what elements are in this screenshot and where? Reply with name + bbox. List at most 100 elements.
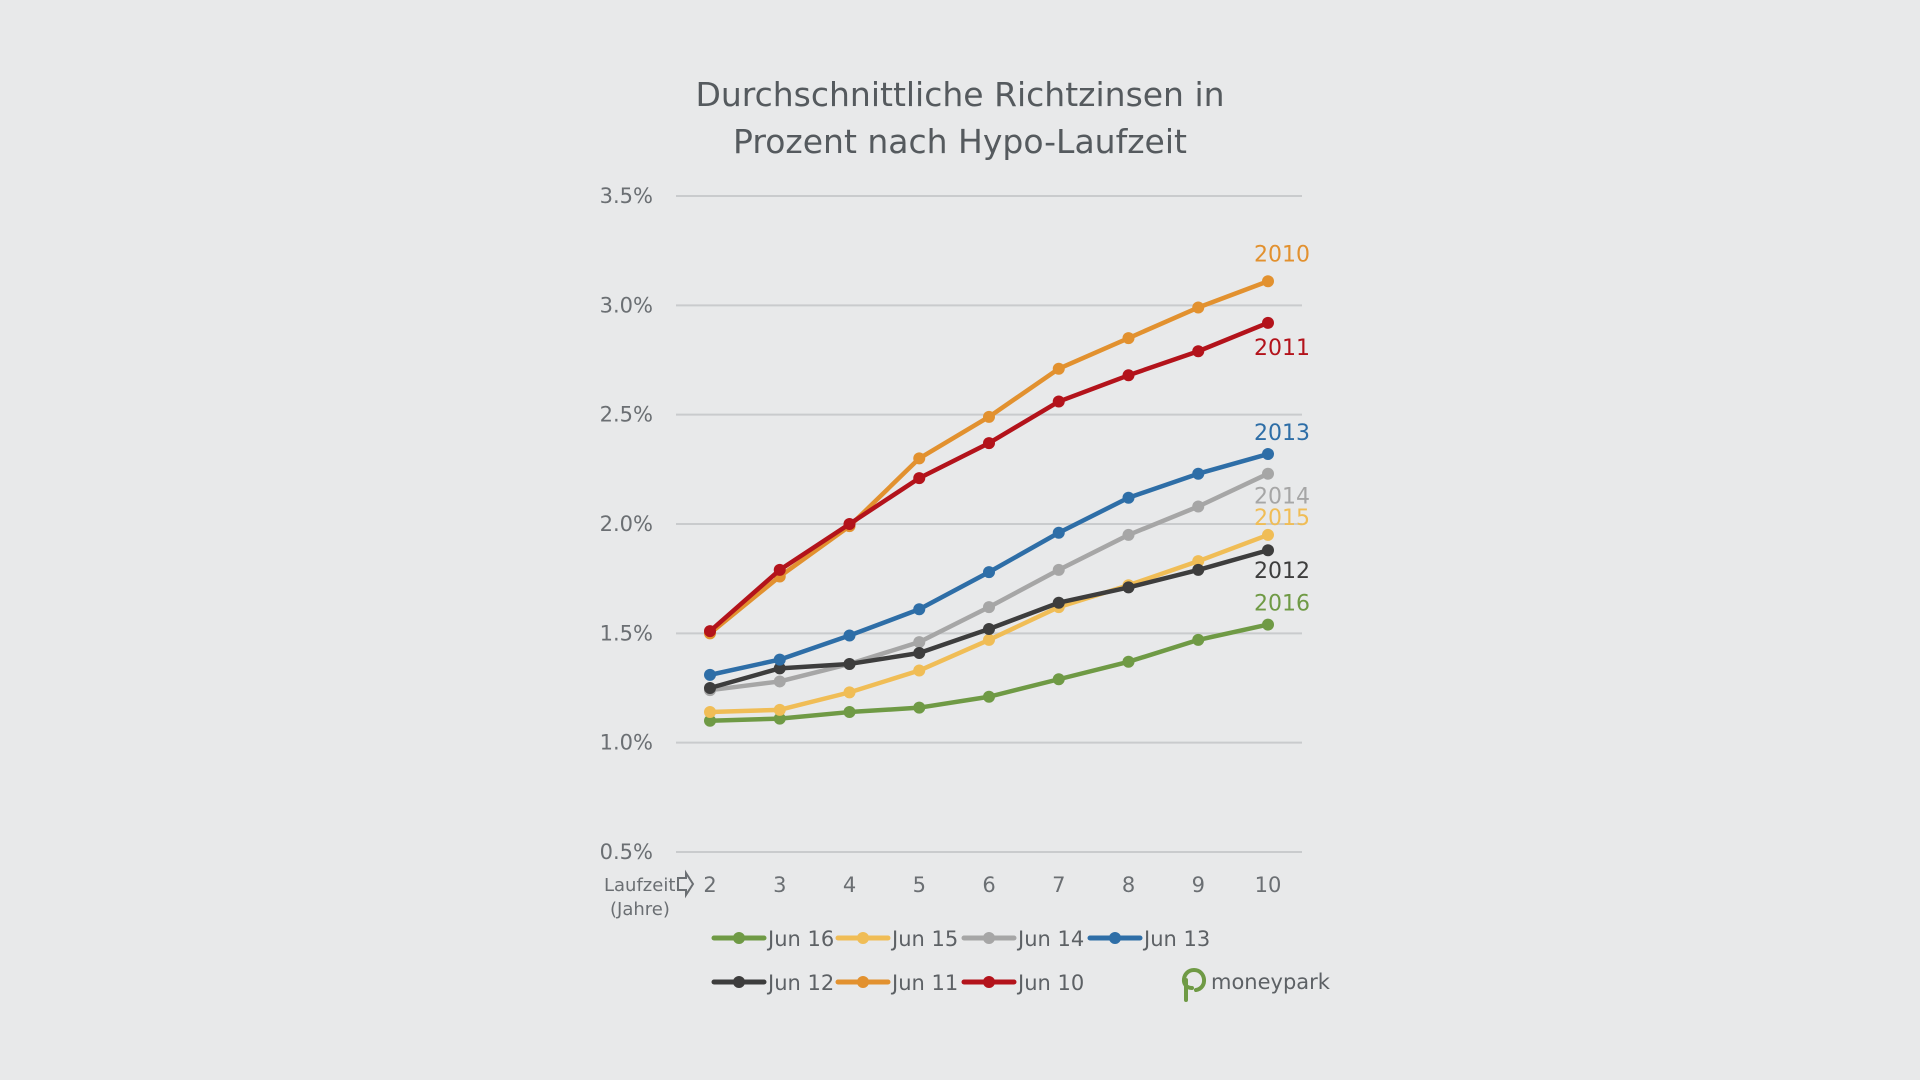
legend-marker — [733, 932, 745, 944]
data-point — [843, 657, 856, 670]
series-end-label: 2015 — [1254, 506, 1310, 531]
series-jun-15 — [704, 528, 1274, 719]
data-point — [843, 518, 856, 530]
legend-item: Jun 12 — [711, 971, 834, 995]
data-point — [983, 566, 995, 579]
data-point — [1262, 467, 1274, 480]
data-point — [1052, 526, 1065, 539]
x-tick-label: 7 — [1052, 873, 1065, 897]
series-end-label: 2016 — [1254, 592, 1310, 617]
data-point — [773, 675, 786, 688]
data-point — [843, 706, 856, 719]
legend-item: Jun 15 — [835, 927, 958, 951]
series-end-label: 2011 — [1254, 336, 1310, 361]
legend-label: Jun 15 — [890, 927, 958, 951]
data-point — [983, 601, 995, 614]
series-line — [707, 279, 1271, 636]
data-point — [1122, 332, 1135, 345]
data-point — [773, 703, 786, 716]
data-point — [913, 647, 926, 660]
legend-marker — [983, 932, 995, 944]
series-jun-10 — [704, 316, 1274, 638]
legend-item: Jun 14 — [961, 927, 1084, 951]
data-point — [913, 452, 926, 465]
series-jun-16 — [704, 618, 1274, 727]
series-end-label: 2014 — [1254, 485, 1310, 510]
legend-item: Jun 11 — [835, 971, 958, 995]
data-point — [704, 706, 716, 719]
x-axis-caption-line-2: (Jahre) — [610, 899, 670, 920]
data-point — [1192, 633, 1205, 646]
legend-marker — [733, 976, 745, 988]
data-point — [983, 622, 995, 635]
data-point — [1052, 563, 1065, 576]
series-jun-13 — [704, 448, 1274, 681]
data-point — [1192, 555, 1205, 568]
legend-marker — [857, 932, 869, 944]
grid-lines — [676, 195, 1302, 853]
series-jun-11 — [704, 275, 1274, 640]
data-point — [983, 690, 995, 703]
data-point — [1052, 673, 1065, 686]
legend-marker — [857, 976, 869, 988]
data-point — [1192, 345, 1205, 358]
data-point — [1262, 528, 1274, 541]
data-point — [913, 664, 926, 677]
legend-item: Jun 16 — [711, 927, 834, 951]
x-axis-tick-labels: 2 3 4 5 6 7 8 9 10 — [703, 873, 1281, 897]
data-point — [704, 682, 716, 694]
series-lines — [704, 275, 1274, 727]
moneypark-logo-text: moneypark — [1211, 970, 1331, 994]
data-point — [773, 563, 786, 576]
legend-label: Jun 12 — [766, 971, 834, 995]
legend-marker — [983, 976, 995, 988]
series-end-label: 2012 — [1254, 559, 1310, 584]
legend-label: Jun 10 — [1016, 971, 1084, 995]
data-point — [1122, 581, 1135, 594]
x-axis-caption-line-1: Laufzeit — [604, 875, 675, 896]
x-tick-label: 4 — [843, 873, 856, 897]
x-tick-label: 5 — [913, 873, 926, 897]
data-point — [773, 653, 786, 666]
data-point — [1262, 275, 1274, 288]
data-point — [843, 629, 856, 642]
data-point — [983, 633, 995, 646]
y-tick-label: 1.5% — [600, 621, 653, 645]
data-point — [704, 625, 716, 638]
series-end-label: 2013 — [1254, 421, 1310, 446]
data-point — [1262, 316, 1274, 329]
moneypark-logo: moneypark — [1182, 967, 1331, 1002]
legend-item: Jun 13 — [1087, 927, 1210, 951]
legend-item: Jun 10 — [961, 971, 1084, 995]
chart-title-line-1: Durchschnittliche Richtzinsen in — [695, 75, 1224, 114]
chart-title: Durchschnittliche Richtzinsen in Prozent… — [695, 75, 1224, 161]
legend-label: Jun 11 — [890, 971, 958, 995]
data-point — [704, 714, 716, 727]
data-point — [913, 472, 926, 485]
data-point — [704, 668, 716, 681]
x-tick-label: 8 — [1122, 873, 1135, 897]
data-point — [843, 686, 856, 699]
data-point — [1052, 395, 1065, 408]
x-axis-caption: Laufzeit (Jahre) — [604, 869, 695, 920]
data-point — [1052, 596, 1065, 609]
y-tick-label: 2.5% — [600, 403, 653, 427]
data-point — [1192, 301, 1205, 314]
moneypark-logo-icon — [1182, 967, 1206, 1002]
data-point — [1192, 563, 1205, 576]
series-jun-14 — [704, 467, 1274, 697]
legend-label: Jun 16 — [766, 927, 834, 951]
y-tick-label: 3.5% — [600, 184, 653, 208]
y-tick-label: 1.0% — [600, 731, 653, 755]
x-tick-label: 2 — [703, 873, 716, 897]
x-tick-label: 9 — [1192, 873, 1205, 897]
data-point — [983, 410, 995, 423]
x-tick-label: 3 — [773, 873, 786, 897]
legend-label: Jun 14 — [1016, 927, 1084, 951]
data-point — [773, 662, 786, 675]
data-point — [1262, 544, 1274, 557]
legend: Jun 16 Jun 15 Jun 14 Jun 13 Jun 12 Jun 11 Jun … — [711, 927, 1210, 995]
x-tick-label: 10 — [1255, 873, 1282, 897]
